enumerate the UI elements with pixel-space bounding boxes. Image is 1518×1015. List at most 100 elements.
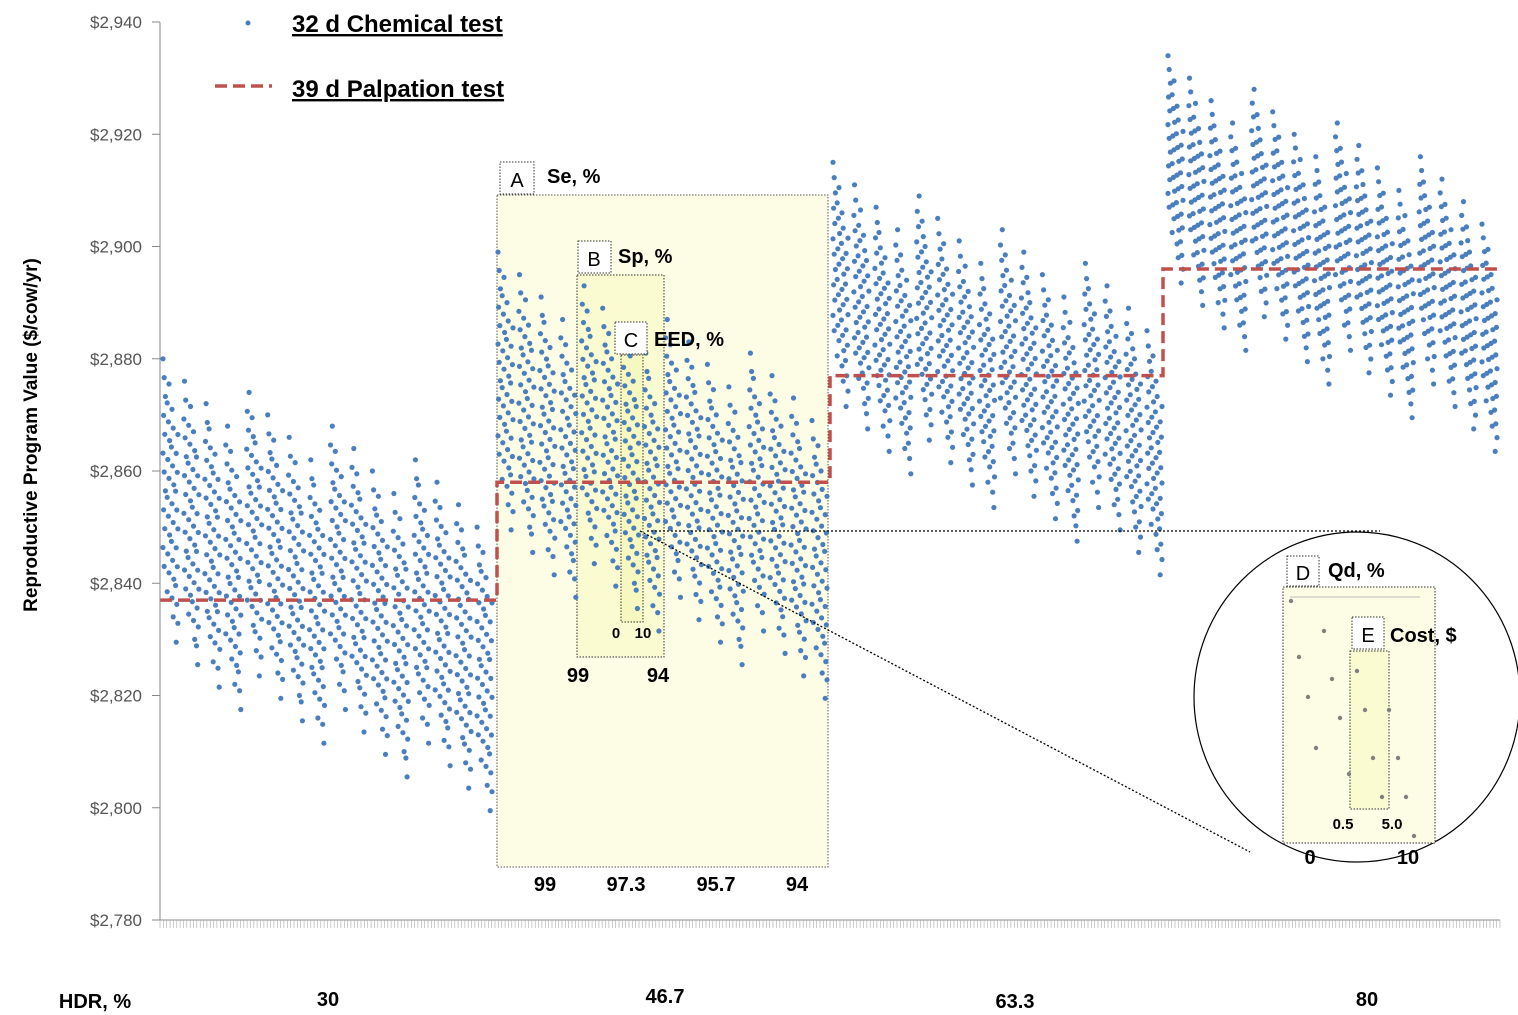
chemical-test-point <box>985 326 991 332</box>
chemical-test-point <box>371 581 377 587</box>
zoom-point <box>1296 654 1302 660</box>
chemical-test-point <box>583 345 590 351</box>
chemical-test-point <box>301 642 307 648</box>
chemical-test-point <box>835 246 841 252</box>
chemical-test-point <box>981 362 987 368</box>
chemical-test-point <box>601 324 607 330</box>
chemical-test-point <box>845 235 851 241</box>
chemical-test-point <box>1103 420 1109 427</box>
chemical-test-point <box>610 429 617 435</box>
chemical-test-point <box>1228 134 1234 140</box>
annotation-c-letter: C <box>624 330 638 352</box>
chemical-test-point <box>416 539 422 545</box>
chemical-test-point <box>986 418 992 424</box>
chemical-test-point <box>562 470 568 476</box>
chemical-test-point <box>258 465 264 471</box>
chemical-test-point <box>266 487 273 493</box>
annotation-d-letter-box <box>1286 555 1320 587</box>
chemical-test-point <box>1303 276 1309 282</box>
chemical-test-point <box>844 296 850 302</box>
chemical-test-point <box>708 497 715 503</box>
chemical-test-point <box>600 452 606 458</box>
chemical-test-point <box>438 523 444 530</box>
chemical-test-point <box>481 700 487 707</box>
chemical-test-point <box>990 459 996 465</box>
chemical-test-point <box>496 304 502 310</box>
chemical-test-point <box>796 629 803 635</box>
chemical-test-point <box>841 271 847 277</box>
chemical-test-point <box>185 460 191 466</box>
chemical-test-point <box>989 367 995 373</box>
chemical-test-point <box>1006 292 1013 299</box>
chemical-test-point <box>286 434 292 440</box>
chemical-test-point <box>1313 154 1319 160</box>
chemical-test-point <box>382 695 388 701</box>
chemical-test-point <box>714 559 720 565</box>
chemical-test-point <box>250 471 256 477</box>
chemical-test-point <box>895 227 901 233</box>
chemical-test-point <box>647 486 653 492</box>
chemical-test-point <box>338 662 344 669</box>
chemical-test-point <box>311 576 317 583</box>
chemical-test-point <box>939 332 945 339</box>
chemical-test-point <box>1049 414 1056 420</box>
chemical-test-point <box>622 438 629 444</box>
chemical-test-point <box>466 653 472 659</box>
zoom-point <box>1313 745 1319 751</box>
chemical-test-point <box>1437 190 1443 196</box>
chemical-test-point <box>1200 275 1206 281</box>
chemical-test-point <box>698 470 705 476</box>
chemical-test-point <box>455 539 461 546</box>
chemical-test-point <box>1136 549 1142 556</box>
chemical-test-point <box>266 431 272 437</box>
chemical-test-point <box>173 582 179 589</box>
chemical-test-point <box>799 574 805 580</box>
chemical-test-point <box>634 514 641 520</box>
chemical-test-point <box>926 284 932 290</box>
chemical-test-point <box>916 269 922 276</box>
chemical-test-point <box>370 525 376 531</box>
chemical-test-point <box>916 193 922 199</box>
chemical-test-point <box>213 508 219 514</box>
chemical-test-point <box>1094 413 1100 419</box>
chemical-test-point <box>1031 340 1037 346</box>
chemical-test-point <box>836 261 842 267</box>
chemical-test-point <box>939 256 945 262</box>
chemical-test-point <box>895 349 901 355</box>
chemical-test-point <box>299 718 305 724</box>
chemical-test-point <box>229 656 235 662</box>
chemical-test-point <box>1387 351 1393 357</box>
chemical-test-point <box>730 519 736 525</box>
chemical-test-point <box>166 475 172 481</box>
chemical-test-point <box>1366 370 1372 376</box>
chemical-test-point <box>320 627 326 633</box>
chemical-test-point <box>354 660 360 666</box>
chemical-test-point <box>1049 490 1056 497</box>
chemical-test-point <box>1410 360 1416 366</box>
chemical-test-point <box>1108 354 1114 360</box>
chemical-test-point <box>622 530 629 536</box>
chemical-test-point <box>495 433 501 439</box>
chemical-test-point <box>1367 246 1373 252</box>
chemical-test-point <box>732 593 738 599</box>
chemical-test-point <box>504 391 510 398</box>
chemical-test-point <box>1192 100 1199 106</box>
chemical-test-point <box>1425 356 1431 362</box>
chemical-test-point <box>704 545 711 551</box>
chemical-test-point <box>1279 159 1285 165</box>
chemical-test-point <box>1044 435 1050 441</box>
chemical-test-point <box>466 785 472 791</box>
chemical-test-point <box>1395 215 1401 221</box>
chemical-test-point <box>948 306 954 313</box>
chemical-test-point <box>656 628 662 634</box>
y-tick-label: $2,900 <box>90 238 142 257</box>
chemical-test-point <box>509 362 515 368</box>
chemical-test-point <box>865 349 871 355</box>
chemical-test-point <box>643 442 649 448</box>
annotation-a-letter: A <box>510 170 524 192</box>
chemical-test-point <box>998 364 1004 370</box>
chemical-test-point <box>315 715 321 721</box>
chemical-test-point <box>941 317 947 323</box>
chemical-test-point <box>936 277 943 283</box>
chemical-test-point <box>898 405 904 411</box>
